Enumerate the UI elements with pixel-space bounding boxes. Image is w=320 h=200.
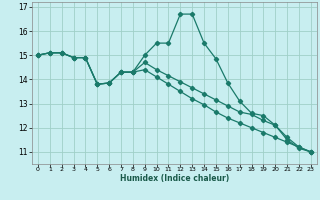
X-axis label: Humidex (Indice chaleur): Humidex (Indice chaleur) bbox=[120, 174, 229, 183]
